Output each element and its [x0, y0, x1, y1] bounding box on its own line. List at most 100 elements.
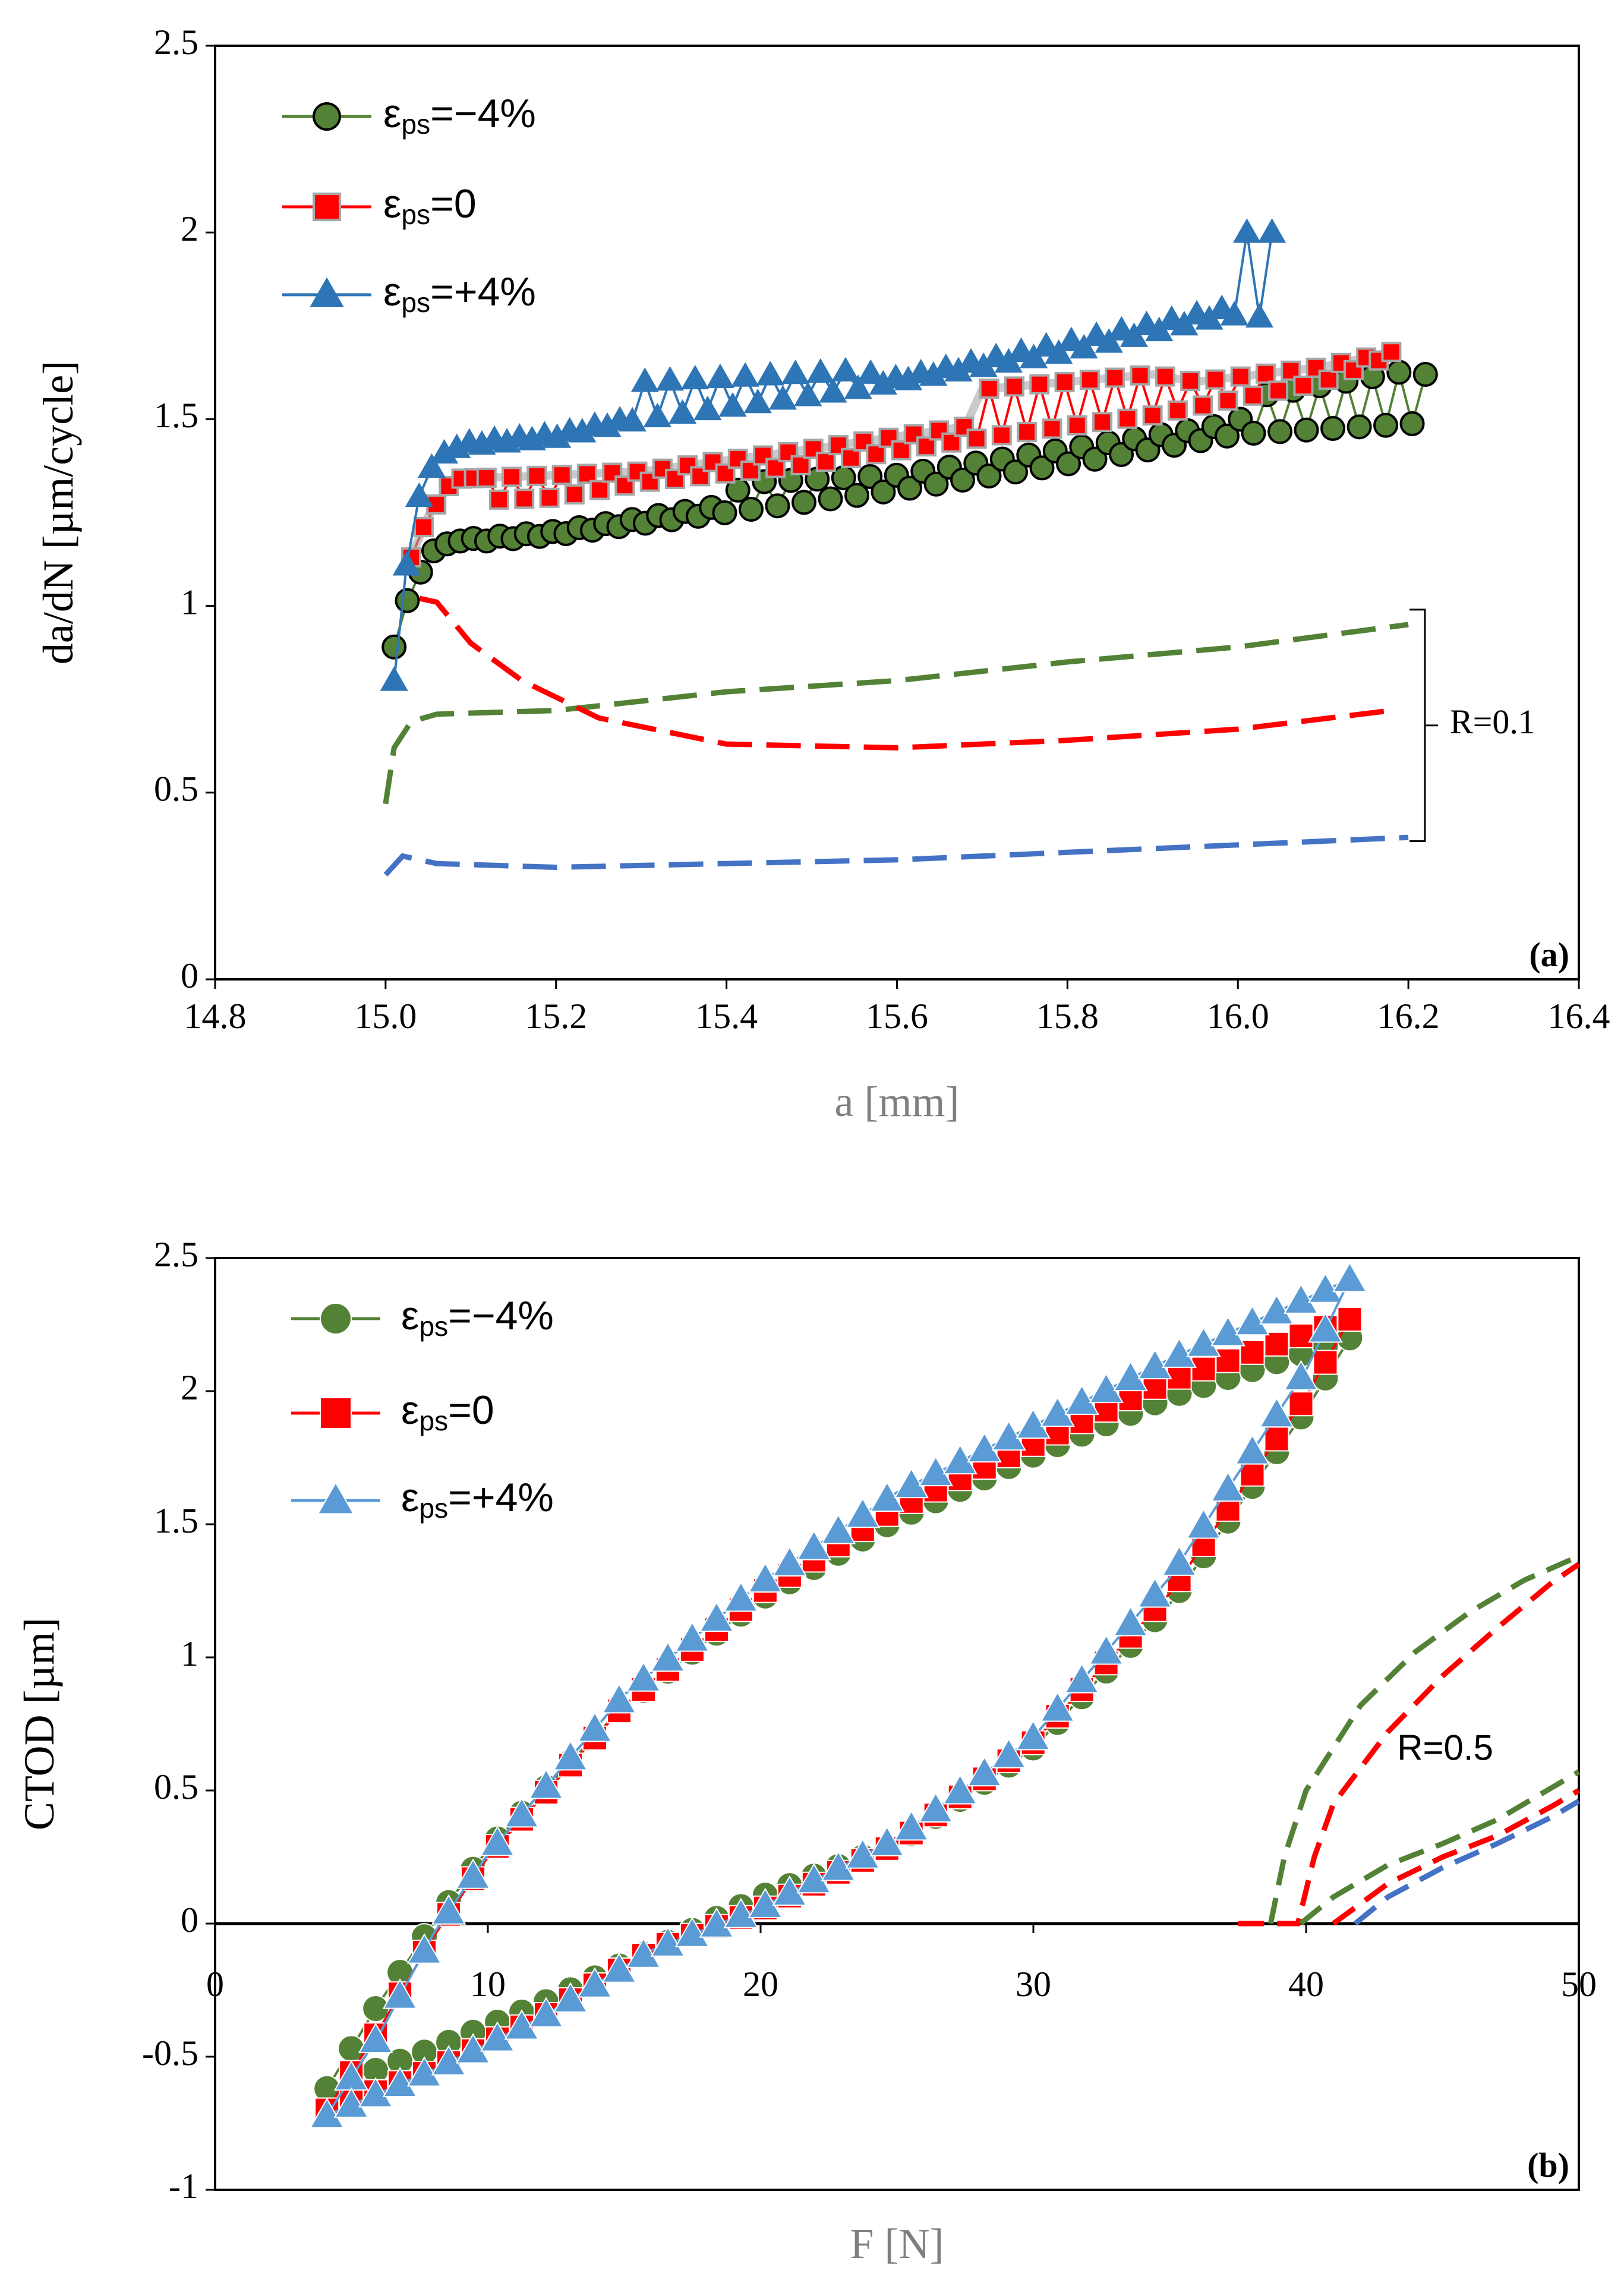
data-point-b: [650, 1641, 686, 1672]
data-point-b: [1064, 1384, 1099, 1416]
data-point-a: [706, 363, 734, 388]
data-point-b: [1288, 1391, 1314, 1417]
data-point-a: [756, 361, 784, 386]
data-point-b: [821, 1850, 856, 1881]
data-point-a: [643, 402, 672, 427]
data-point-a: [1167, 400, 1188, 421]
y-tick-label-a: 1: [181, 582, 198, 622]
data-point-b: [601, 1683, 637, 1714]
data-point-a: [712, 500, 737, 525]
data-point-a: [1130, 365, 1150, 386]
data-point-a: [1067, 415, 1087, 436]
data-point-a: [655, 366, 685, 391]
data-point-b: [406, 1933, 442, 1964]
data-point-b: [674, 1916, 710, 1947]
data-point-b: [772, 1546, 808, 1577]
data-point-a: [564, 484, 585, 505]
legend-label-b: εps=+4%: [401, 1475, 554, 1524]
annotation-r05: R=0.5: [1397, 1728, 1493, 1768]
data-point-a: [1056, 451, 1081, 477]
data-point-a: [991, 425, 1012, 446]
data-point-a: [1095, 328, 1123, 353]
data-point-a: [781, 360, 810, 384]
x-tick-label-a: 14.8: [184, 997, 247, 1036]
data-point-a: [841, 447, 862, 468]
data-point-b: [674, 1621, 710, 1652]
data-point-a: [1412, 361, 1438, 387]
data-point-a: [1399, 411, 1425, 437]
data-point-b: [796, 1862, 832, 1894]
data-point-a: [1092, 412, 1113, 433]
data-point-b: [1016, 1720, 1051, 1751]
plot-area-b: [214, 1257, 1580, 2191]
data-point-a: [668, 399, 697, 424]
data-point-b: [528, 1768, 564, 1799]
data-point-a: [976, 464, 1002, 489]
data-point-a: [1255, 363, 1276, 384]
legend-marker-b: [320, 1397, 352, 1429]
legend-marker-a: [313, 193, 341, 221]
data-point-a: [778, 442, 799, 462]
data-point-a: [405, 482, 434, 507]
data-point-b: [1191, 1356, 1216, 1382]
data-point-b: [1113, 1606, 1148, 1637]
data-point-a: [1293, 376, 1314, 396]
data-point-b: [1264, 1426, 1289, 1452]
x-tick-label-b: 50: [1561, 1965, 1597, 2004]
data-point-b: [480, 1826, 515, 1856]
data-point-a: [1232, 218, 1261, 243]
legend-marker-b: [320, 1303, 352, 1335]
data-point-a: [1346, 414, 1372, 440]
x-tick-label-a: 16.2: [1377, 997, 1440, 1036]
data-point-b: [845, 1838, 881, 1869]
data-point-b: [333, 2087, 369, 2118]
data-point-b: [309, 2097, 345, 2129]
data-point-a: [1003, 459, 1029, 485]
data-point-b: [577, 1711, 613, 1742]
data-point-b: [1162, 1545, 1197, 1576]
data-point-b: [723, 1581, 759, 1612]
y-tick-label-b: 2: [181, 1368, 198, 1407]
data-point-b: [699, 1601, 734, 1632]
annotation-r01: R=0.1: [1450, 702, 1535, 741]
data-point-a: [1258, 218, 1286, 243]
y-tick-label-b: -0.5: [142, 2034, 198, 2073]
data-point-a: [815, 452, 836, 472]
data-point-a: [395, 588, 420, 613]
data-point-a: [1109, 442, 1134, 467]
data-point-a: [502, 466, 522, 487]
data-point-a: [743, 389, 772, 414]
reference-curve-b: [1267, 1553, 1580, 1924]
data-point-a: [690, 466, 711, 487]
data-point-a: [950, 467, 976, 493]
data-point-a: [589, 480, 610, 500]
data-point-a: [739, 497, 764, 522]
data-point-a: [1215, 423, 1240, 449]
data-point-b: [991, 1420, 1027, 1451]
data-point-a: [380, 666, 408, 691]
y-axis-label-a: da/dN [µm/cycle]: [34, 361, 82, 664]
legend-label-a: εps=+4%: [383, 269, 536, 318]
data-point-b: [821, 1514, 856, 1544]
data-point-b: [358, 2077, 393, 2108]
legend-label-a: εps=0: [383, 181, 477, 230]
y-tick-label-a: 0: [181, 956, 198, 995]
y-tick-label-b: 2.5: [154, 1235, 198, 1274]
data-point-b: [1313, 1350, 1338, 1375]
data-point-b: [1284, 1283, 1319, 1314]
data-point-a: [1294, 417, 1319, 443]
data-point-b: [869, 1826, 905, 1856]
data-point-a: [878, 427, 899, 448]
x-tick-label-b: 40: [1288, 1965, 1324, 2004]
y-tick-label-a: 2.5: [154, 23, 198, 62]
data-point-a: [1070, 334, 1098, 359]
data-point-b: [1284, 1360, 1319, 1391]
data-point-b: [1137, 1348, 1172, 1380]
data-point-a: [1230, 366, 1251, 387]
data-point-a: [818, 486, 843, 512]
data-point-a: [1004, 376, 1025, 397]
data-point-b: [894, 1467, 929, 1499]
y-tick-label-a: 1.5: [154, 396, 198, 435]
data-point-a: [725, 477, 750, 503]
